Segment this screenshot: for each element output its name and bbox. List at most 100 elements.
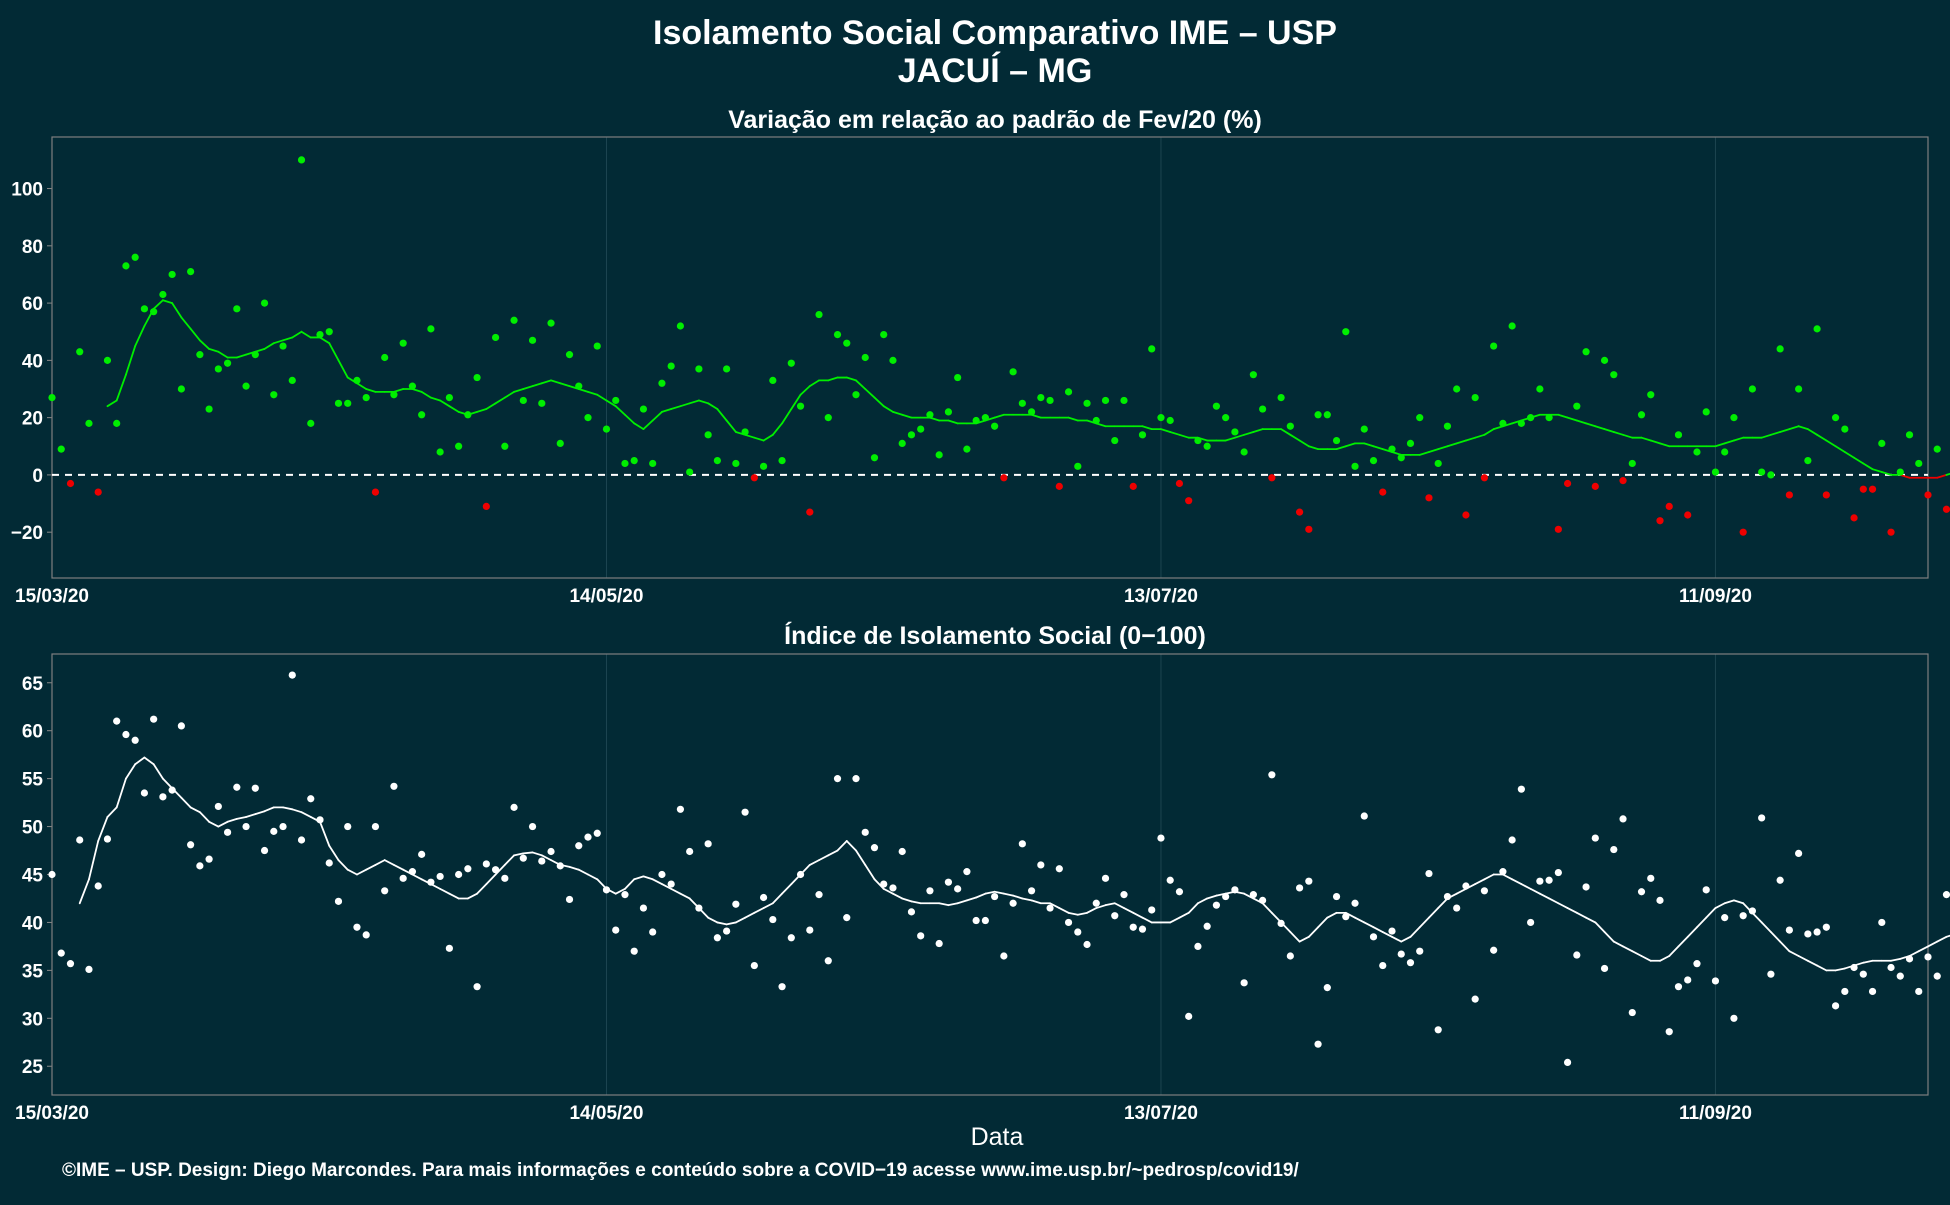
panel1-data-point [806, 508, 814, 516]
panel2-data-point [833, 775, 842, 783]
panel2-data-point [1425, 869, 1433, 878]
panel2-data-point [759, 893, 768, 902]
panel1-moving-average-segment [161, 299, 174, 304]
panel2-moving-average-segment [1511, 878, 1523, 885]
panel2-y-tick-label: 50 [22, 818, 43, 839]
panel1-data-point [1148, 345, 1156, 353]
panel1-data-point [1083, 399, 1091, 407]
panel1-data-point [48, 393, 56, 402]
panel2-data-point [861, 828, 869, 836]
panel2-moving-average-segment [1594, 921, 1606, 933]
panel2-data-point [1831, 1002, 1840, 1010]
panel2-data-point [1758, 814, 1766, 822]
panel2-moving-average-segment [1501, 873, 1514, 881]
panel2-moving-average-segment [744, 911, 756, 919]
panel1-moving-average-segment [633, 422, 645, 430]
panel1-data-point [223, 359, 232, 367]
panel1-moving-average-segment [873, 396, 885, 408]
panel2-data-point [1222, 892, 1230, 901]
panel1-moving-average-segment [559, 382, 571, 388]
panel2-moving-average-segment [734, 916, 747, 924]
panel2-y-tick-label: 65 [22, 674, 44, 695]
panel1-moving-average-segment [356, 382, 368, 390]
panel1-data-point [325, 328, 333, 336]
panel1-data-point [1647, 391, 1655, 399]
panel1-data-point [251, 351, 259, 359]
panel2-moving-average-segment [661, 883, 673, 890]
panel1-moving-average-segment [808, 379, 820, 388]
panel2-data-point [1323, 984, 1331, 992]
panel2-data-point [852, 775, 860, 783]
panel1-data-point [177, 385, 185, 393]
panel2-moving-average-segment [226, 817, 238, 823]
panel1-data-point [584, 414, 592, 422]
panel1-data-point [1795, 385, 1803, 393]
panel2-data-point [1471, 995, 1479, 1003]
panel1-data-point [1674, 431, 1683, 439]
panel2-data-point [732, 900, 740, 908]
panel2-moving-average-segment [1206, 894, 1218, 900]
panel1-moving-average-segment [790, 393, 802, 410]
panel2-data-point [1600, 964, 1609, 973]
panel2-moving-average-segment [1076, 911, 1088, 916]
panel2-data-point [66, 960, 75, 968]
panel2-data-point [1342, 913, 1350, 921]
panel2-data-point [76, 836, 84, 844]
panel1-moving-average-segment [845, 376, 857, 382]
panel2-moving-average-segment [503, 854, 515, 866]
panel1-moving-average-segment [171, 302, 183, 319]
panel2-moving-average-segment [901, 897, 913, 903]
panel2-moving-average-segment [161, 777, 174, 790]
panel2-data-point [196, 862, 204, 870]
panel1-moving-average-segment [1760, 433, 1772, 439]
panel1-data-point [510, 316, 518, 324]
panel1-data-point [1545, 414, 1553, 422]
panel2-moving-average-segment [88, 840, 100, 881]
panel1-data-point [1194, 436, 1202, 445]
panel2-data-point [769, 915, 777, 924]
panel2-data-point [713, 934, 721, 942]
panel1-data-point [297, 156, 306, 164]
panel1-data-point [362, 393, 370, 402]
panel2-y-tick-label: 45 [22, 866, 44, 887]
panel2-data-point [565, 895, 574, 904]
panel2-moving-average-segment [1585, 916, 1597, 924]
panel2-data-point [270, 827, 278, 835]
panel2-data-point [575, 842, 583, 850]
panel1-data-point [972, 416, 980, 425]
panel2-data-point [1878, 918, 1886, 927]
panel2-moving-average-segment [1677, 935, 1689, 948]
panel2-data-point [1231, 886, 1239, 894]
panel2-data-point [963, 868, 971, 876]
panel1-moving-average-segment [679, 402, 691, 408]
panel1-data-point [1711, 468, 1720, 476]
panel1-data-point [76, 348, 84, 356]
panel1-data-point [1600, 356, 1609, 364]
panel2-moving-average-segment [975, 892, 987, 899]
panel2-data-point [1240, 979, 1248, 987]
panel1-data-point [575, 382, 583, 390]
panel1-moving-average-segment [429, 396, 442, 402]
panel2-data-point [1868, 987, 1877, 996]
panel1-data-point [150, 308, 158, 316]
panel1-moving-average-segment [189, 327, 201, 342]
panel1-moving-average-segment [1391, 451, 1403, 456]
panel2-data-point [1637, 888, 1646, 896]
panel2-moving-average-segment [984, 890, 996, 895]
panel1-moving-average-segment [762, 433, 774, 442]
panel2-moving-average-segment [808, 859, 820, 866]
panel2-data-point [1249, 891, 1257, 899]
panel1-data-point [482, 502, 490, 511]
panel1-moving-average-segment [1335, 445, 1347, 451]
panel1-moving-average-segment [587, 390, 599, 396]
panel1-moving-average-segment [1224, 436, 1236, 442]
panel2-moving-average-segment [1696, 916, 1708, 929]
panel1-moving-average-segment [217, 350, 229, 359]
panel1-moving-average-segment [642, 419, 654, 430]
panel1-moving-average-segment [1733, 436, 1745, 442]
panel2-data-point [1573, 951, 1581, 959]
panel1-moving-average-segment [319, 336, 331, 345]
panel2-data-point [556, 862, 564, 870]
panel1-moving-average-segment [152, 299, 164, 310]
panel2-data-point [1610, 845, 1618, 854]
